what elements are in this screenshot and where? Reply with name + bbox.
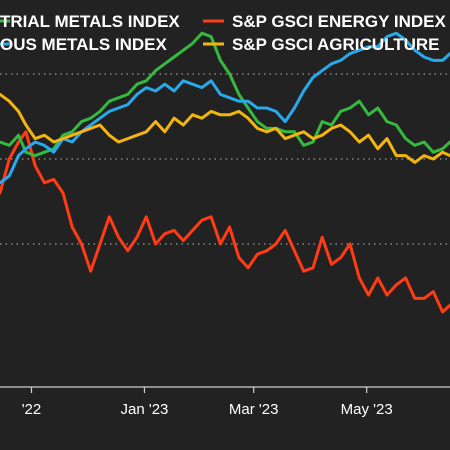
gridlines bbox=[0, 73, 450, 245]
x-tick-label-0: '22 bbox=[22, 401, 42, 418]
industrial-metals-line bbox=[0, 31, 450, 158]
x-tick-label-1: Jan '23 bbox=[120, 401, 168, 418]
legend-label-precious: OUS METALS INDEX bbox=[0, 35, 168, 54]
legend: TRIAL METALS INDEX S&P GSCI ENERGY INDEX… bbox=[0, 12, 446, 54]
legend-label-industrial: TRIAL METALS INDEX bbox=[0, 12, 180, 31]
series-lines bbox=[0, 31, 450, 314]
precious-metals-line bbox=[0, 31, 450, 185]
energy-line bbox=[0, 130, 450, 314]
legend-label-agriculture: S&P GSCI AGRICULTURE bbox=[232, 35, 439, 54]
x-tick-label-2: Mar '23 bbox=[229, 401, 279, 418]
x-ticks: '22 Jan '23 Mar '23 May '23 bbox=[22, 387, 393, 418]
agriculture-line bbox=[0, 92, 450, 164]
x-tick-label-3: May '23 bbox=[341, 401, 393, 418]
legend-label-energy: S&P GSCI ENERGY INDEX bbox=[232, 12, 446, 31]
